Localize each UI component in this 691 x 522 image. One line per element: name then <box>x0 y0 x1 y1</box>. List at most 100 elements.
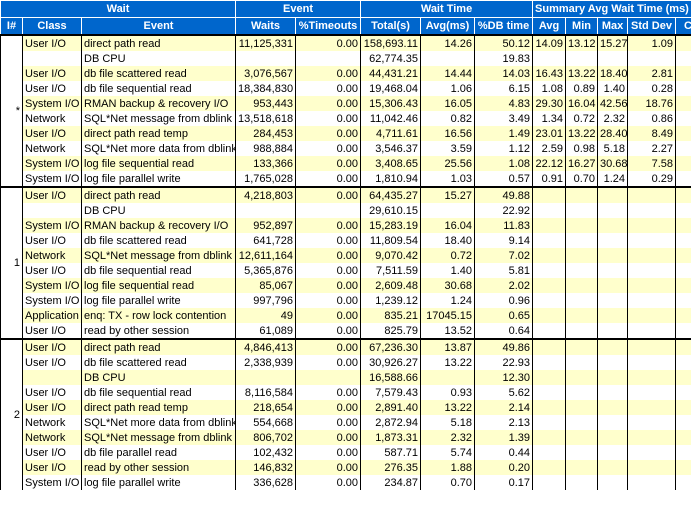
number-cell: 14.03 <box>474 66 533 81</box>
number-cell <box>627 445 676 460</box>
text-cell: log file parallel write <box>80 475 236 490</box>
text-cell: read by other session <box>80 323 236 339</box>
number-cell: 2.32 <box>420 430 475 445</box>
number-cell <box>675 338 691 355</box>
number-cell: 30.68 <box>597 156 628 171</box>
number-cell: 4,711.61 <box>360 126 421 141</box>
number-cell: 0.00 <box>295 248 361 263</box>
number-cell: 1.49 <box>474 126 533 141</box>
number-cell: 2.13 <box>474 415 533 430</box>
number-cell: 18,384,830 <box>235 81 296 96</box>
number-cell <box>627 186 676 203</box>
number-cell: 64,435.27 <box>360 186 421 203</box>
wait-table: Wait Event Wait Time Summary Avg Wait Ti… <box>0 0 691 490</box>
number-cell <box>627 278 676 293</box>
number-cell <box>597 186 628 203</box>
number-cell <box>565 445 598 460</box>
number-cell: 49 <box>235 308 296 323</box>
number-cell: 67,236.30 <box>360 338 421 355</box>
number-cell: 988,884 <box>235 141 296 156</box>
number-cell: 1,239.12 <box>360 293 421 308</box>
number-cell: 2.59 <box>532 141 566 156</box>
column-header: Total(s) <box>360 17 422 36</box>
number-cell: 50.12 <box>474 34 533 51</box>
number-cell <box>675 96 691 111</box>
table-row: User I/O db file sequential read 5,365,876… <box>1 263 691 278</box>
number-cell <box>565 293 598 308</box>
number-cell: 0.00 <box>295 34 361 51</box>
text-cell: User I/O <box>22 445 82 460</box>
text-cell <box>22 203 82 218</box>
number-cell <box>532 278 566 293</box>
text-cell: User I/O <box>22 81 82 96</box>
number-cell: 16.56 <box>420 126 475 141</box>
text-cell: read by other session <box>80 460 236 475</box>
number-cell: 14.09 <box>532 34 566 51</box>
table-row: User I/O db file sequential read 8,116,584… <box>1 385 691 400</box>
number-cell: 2.32 <box>597 111 628 126</box>
text-cell: log file sequential read <box>80 156 236 171</box>
number-cell: 997,796 <box>235 293 296 308</box>
number-cell: 0.72 <box>565 111 598 126</box>
number-cell <box>675 400 691 415</box>
number-cell <box>235 203 296 218</box>
number-cell <box>565 460 598 475</box>
number-cell <box>532 338 566 355</box>
number-cell: 4,846,413 <box>235 338 296 355</box>
number-cell <box>627 248 676 263</box>
column-header-row: I# Class Event Waits %Timeouts Total(s) Avg(ms… <box>0 17 691 36</box>
number-cell: 1.24 <box>420 293 475 308</box>
number-cell: 1.08 <box>532 81 566 96</box>
number-cell: 0.00 <box>295 355 361 370</box>
number-cell: 49.86 <box>474 338 533 355</box>
text-cell: Network <box>22 415 82 430</box>
number-cell: 0.44 <box>474 445 533 460</box>
table-row: DB CPU 62,774.35 19.83 <box>1 51 691 66</box>
number-cell <box>532 370 566 385</box>
number-cell <box>675 370 691 385</box>
number-cell: 9.14 <box>474 233 533 248</box>
number-cell <box>295 51 361 66</box>
group-header: Wait Time <box>360 0 534 18</box>
table-row: DB CPU 16,588.66 12.30 <box>1 370 691 385</box>
number-cell: 2.81 <box>627 66 676 81</box>
number-cell: 0.57 <box>474 171 533 187</box>
number-cell <box>532 400 566 415</box>
number-cell: 0.70 <box>565 171 598 187</box>
number-cell: 8.49 <box>627 126 676 141</box>
text-cell: SQL*Net message from dblink <box>80 248 236 263</box>
text-cell: direct path read <box>80 34 236 51</box>
number-cell <box>597 263 628 278</box>
number-cell <box>675 415 691 430</box>
number-cell: 234.87 <box>360 475 421 490</box>
column-header: Max <box>597 17 629 36</box>
number-cell: 22.93 <box>474 355 533 370</box>
table-row: User I/O direct path read temp 284,453 0.00… <box>1 126 691 141</box>
table-row: Network SQL*Net more data from dblink 554,… <box>1 415 691 430</box>
number-cell: 0.00 <box>295 460 361 475</box>
number-cell: 1.12 <box>474 141 533 156</box>
column-header: Std Dev <box>627 17 677 36</box>
number-cell <box>675 51 691 66</box>
number-cell: 0.93 <box>420 385 475 400</box>
number-cell <box>532 323 566 339</box>
column-header: Event <box>80 17 237 36</box>
number-cell: 0.00 <box>295 475 361 490</box>
number-cell: 284,453 <box>235 126 296 141</box>
number-cell: 0.00 <box>295 171 361 187</box>
number-cell: 3,408.65 <box>360 156 421 171</box>
text-cell: User I/O <box>22 323 82 339</box>
text-cell: direct path read temp <box>80 126 236 141</box>
number-cell: 0.00 <box>295 126 361 141</box>
table-row: User I/O db file scattered read 3,076,567 0… <box>1 66 691 81</box>
number-cell: 5.74 <box>420 445 475 460</box>
number-cell: 806,702 <box>235 430 296 445</box>
number-cell: 8,116,584 <box>235 385 296 400</box>
number-cell: 13.22 <box>565 126 598 141</box>
number-cell: 1.34 <box>532 111 566 126</box>
number-cell <box>420 203 475 218</box>
number-cell <box>532 460 566 475</box>
number-cell <box>565 51 598 66</box>
number-cell <box>675 156 691 171</box>
number-cell <box>565 475 598 490</box>
